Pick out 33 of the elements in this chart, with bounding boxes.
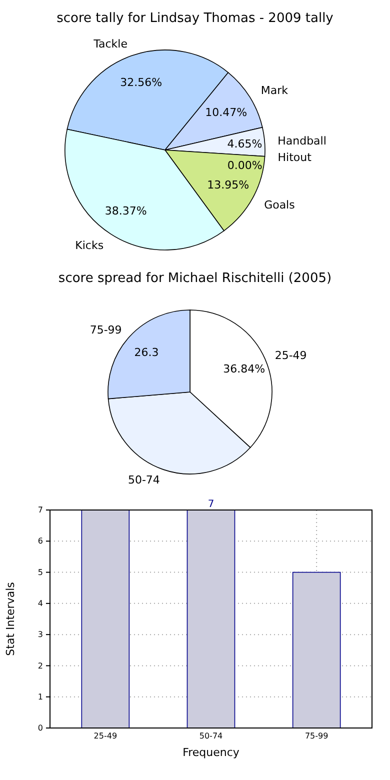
y-tick-label: 5 bbox=[38, 568, 43, 577]
data-label: 36.84% bbox=[223, 362, 266, 376]
slice-label: 75-99 bbox=[90, 323, 122, 336]
data-label: 32.56% bbox=[120, 76, 162, 90]
slice-label: 25-49 bbox=[274, 348, 307, 362]
data-label: 38.37% bbox=[104, 204, 147, 218]
data-label: 4.65% bbox=[227, 137, 262, 150]
x-tick-label: 25-49 bbox=[94, 732, 118, 741]
slice-label: Kicks bbox=[75, 238, 104, 252]
x-axis-title: Frequency bbox=[182, 746, 240, 759]
y-tick-label: 1 bbox=[38, 692, 43, 702]
y-axis-title: Stat Intervals bbox=[4, 582, 17, 656]
data-label: 7 bbox=[208, 499, 214, 510]
y-tick-label: 0 bbox=[38, 724, 43, 733]
text: 0.00% bbox=[227, 159, 262, 172]
slice-label: Tackle bbox=[92, 37, 128, 50]
slice-label: Handball bbox=[278, 134, 326, 148]
y-tick-label: 7 bbox=[38, 506, 43, 515]
data-label: 13.95% bbox=[207, 178, 250, 192]
data-label: 10.47% bbox=[205, 106, 248, 119]
data-label: 26.3 bbox=[134, 346, 159, 360]
x-tick-label: 75-99 bbox=[304, 732, 328, 741]
category-label: Hitout bbox=[278, 151, 312, 164]
x-tick-label: 50-74 bbox=[199, 732, 223, 741]
y-tick-label: 4 bbox=[38, 598, 43, 608]
slice-label: Mark bbox=[260, 84, 289, 98]
chart-title: score spread for Michael Rischitelli (2005) bbox=[58, 271, 332, 286]
y-tick-label: 6 bbox=[38, 536, 43, 546]
y-tick-label: 3 bbox=[38, 630, 43, 640]
chart-title: score tally for Lindsay Thomas - 2009 tally bbox=[56, 11, 334, 26]
slice-label: Goals bbox=[264, 198, 296, 212]
slice-label: 50-74 bbox=[128, 474, 160, 487]
y-tick-label: 2 bbox=[38, 661, 43, 670]
